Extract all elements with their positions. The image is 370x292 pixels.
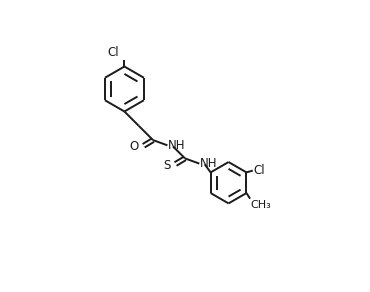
Text: Cl: Cl xyxy=(253,164,265,177)
Text: O: O xyxy=(130,140,139,153)
Text: NH: NH xyxy=(168,139,186,152)
Text: NH: NH xyxy=(200,157,218,170)
Text: CH₃: CH₃ xyxy=(250,200,271,210)
Text: Cl: Cl xyxy=(108,46,120,59)
Text: S: S xyxy=(164,159,171,172)
